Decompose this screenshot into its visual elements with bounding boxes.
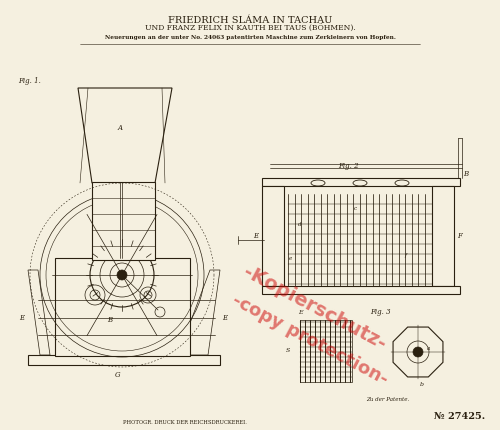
Text: B: B bbox=[108, 316, 112, 324]
Circle shape bbox=[413, 347, 423, 357]
Text: e: e bbox=[288, 255, 292, 261]
Text: Fig. 2: Fig. 2 bbox=[338, 162, 358, 170]
Bar bbox=[262, 178, 460, 186]
Text: Fig. 1.: Fig. 1. bbox=[18, 77, 41, 85]
Text: № 27425.: № 27425. bbox=[434, 412, 486, 421]
Bar bbox=[262, 286, 460, 294]
Text: b: b bbox=[420, 383, 424, 387]
Text: E: E bbox=[222, 314, 228, 322]
Text: FRIEDRICH SLÁMA IN TACHAU: FRIEDRICH SLÁMA IN TACHAU bbox=[168, 16, 332, 25]
Text: d: d bbox=[298, 222, 302, 227]
Text: a: a bbox=[426, 345, 430, 350]
Text: UND FRANZ FELIX IN KAUTH BEI TAUS (BÖHMEN).: UND FRANZ FELIX IN KAUTH BEI TAUS (BÖHME… bbox=[144, 25, 356, 33]
Text: Fig. 3: Fig. 3 bbox=[370, 308, 390, 316]
Text: A: A bbox=[118, 124, 122, 132]
Bar bbox=[300, 320, 352, 382]
Bar bbox=[55, 258, 190, 356]
Text: -Kopierschutz-: -Kopierschutz- bbox=[240, 262, 390, 354]
Text: E: E bbox=[254, 232, 258, 240]
Circle shape bbox=[117, 270, 127, 280]
Text: E: E bbox=[20, 314, 24, 322]
Text: f: f bbox=[404, 252, 406, 258]
Text: Zu der Patente.: Zu der Patente. bbox=[366, 397, 410, 402]
Text: F: F bbox=[458, 232, 462, 240]
Bar bbox=[28, 355, 220, 365]
Bar bbox=[432, 186, 454, 286]
Text: E: E bbox=[298, 310, 302, 314]
Text: PHOTOGR. DRUCK DER REICHSDRUCKEREI.: PHOTOGR. DRUCK DER REICHSDRUCKEREI. bbox=[123, 420, 247, 425]
Text: S: S bbox=[286, 347, 290, 353]
Text: G: G bbox=[115, 371, 121, 379]
Bar bbox=[92, 182, 155, 260]
Bar bbox=[262, 186, 284, 286]
Text: Neuerungen an der unter No. 24063 patentirten Maschine zum Zerkleinern von Hopfe: Neuerungen an der unter No. 24063 patent… bbox=[104, 35, 396, 40]
Text: c: c bbox=[354, 206, 356, 211]
Text: B: B bbox=[464, 170, 468, 178]
Text: -copy protection-: -copy protection- bbox=[229, 291, 391, 389]
